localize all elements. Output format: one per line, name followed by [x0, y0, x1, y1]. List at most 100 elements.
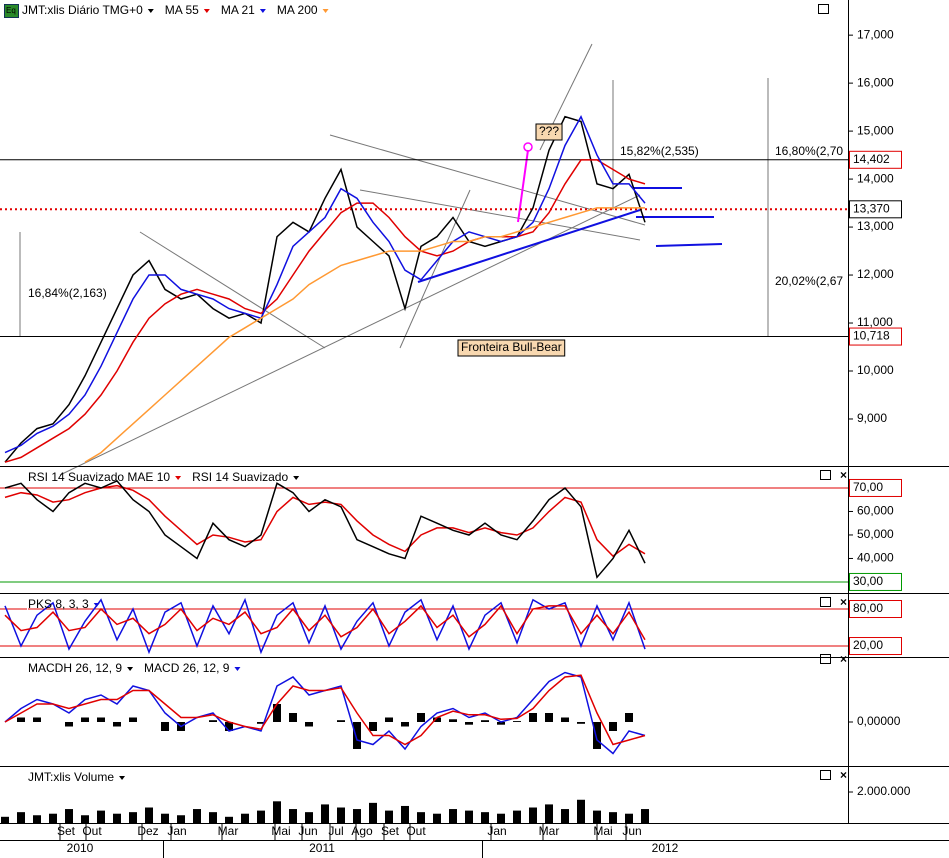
legend-bg — [27, 662, 28, 676]
bar — [161, 721, 169, 731]
x-tick-label: Mar — [539, 824, 560, 838]
bar — [561, 809, 569, 823]
bar — [17, 717, 25, 722]
series-line — [4, 115, 646, 463]
legend-bg — [143, 662, 145, 676]
y-tick-label: 17,000 — [857, 27, 894, 41]
legend-bg — [275, 4, 277, 18]
dropdown-arrow — [119, 776, 126, 780]
dropdown-arrow — [322, 9, 329, 13]
bar — [641, 809, 649, 823]
bar — [145, 807, 153, 823]
bar — [401, 721, 409, 727]
bar — [193, 809, 201, 823]
level-label: 20,00 — [853, 638, 883, 652]
bar — [449, 719, 457, 722]
svg-text:×: × — [840, 468, 847, 482]
year-label: 2011 — [309, 841, 335, 855]
legend-entry: PKS 8, 3, 3 — [28, 597, 89, 611]
legend-entry: RSI 14 Suavizado MAE 10 — [28, 470, 170, 484]
annotation-box — [535, 123, 563, 141]
level-box — [849, 637, 902, 656]
legend-bg — [163, 4, 165, 18]
bar — [433, 813, 441, 823]
bar — [449, 809, 457, 823]
svg-text:×: × — [840, 595, 847, 609]
bar — [81, 815, 89, 823]
dropdown-arrow — [147, 9, 154, 13]
bar — [353, 721, 361, 749]
bar — [289, 809, 297, 823]
bar — [513, 721, 521, 722]
y-tick-label: 12,000 — [857, 267, 894, 281]
level-label: 70,00 — [853, 480, 883, 494]
bar — [529, 807, 537, 823]
bar — [289, 712, 297, 722]
bar — [609, 721, 617, 731]
dropdown-arrow — [93, 603, 100, 607]
y-tick-label: 0,00000 — [857, 714, 901, 728]
series-line — [4, 674, 646, 746]
annotation: 16,84%(2,163) — [28, 286, 107, 300]
bar — [209, 812, 217, 823]
bar — [33, 717, 41, 722]
bar — [241, 813, 249, 823]
bar — [593, 721, 601, 749]
bar — [81, 717, 89, 722]
bar — [497, 813, 505, 823]
bar — [513, 810, 521, 823]
bar — [577, 799, 585, 823]
x-tick-label: Jul — [328, 824, 343, 838]
bar — [481, 720, 489, 722]
bar — [65, 721, 73, 727]
bar — [305, 812, 313, 823]
x-tick-label: Out — [406, 824, 426, 838]
bar — [225, 816, 233, 823]
x-tick-label: Jun — [298, 824, 317, 838]
svg-text:×: × — [840, 768, 847, 782]
bar — [625, 712, 633, 722]
annotation: 15,82%(2,535) — [620, 144, 699, 158]
bar — [113, 813, 121, 823]
legend-entry: MA 21 — [221, 3, 255, 17]
svg-text:×: × — [840, 652, 847, 666]
bar — [545, 712, 553, 722]
bar — [481, 812, 489, 823]
bar — [97, 810, 105, 823]
bar — [49, 813, 57, 823]
x-tick-label: Mar — [218, 824, 239, 838]
legend-bg — [21, 4, 22, 18]
bar — [129, 717, 137, 722]
x-tick-label: Ago — [351, 824, 373, 838]
level-label: 13,370 — [853, 201, 890, 215]
bar — [97, 717, 105, 722]
bar — [353, 809, 361, 823]
x-tick-label: Mai — [593, 824, 612, 838]
bar — [433, 717, 441, 722]
bar — [529, 712, 537, 722]
bar — [401, 805, 409, 823]
legend-entry: MA 200 — [277, 3, 318, 17]
bar — [385, 717, 393, 722]
annotation: 16,80%(2,70 — [775, 144, 843, 158]
level-box — [849, 150, 902, 169]
annotation-box — [457, 339, 566, 357]
bar — [33, 815, 41, 823]
dropdown-arrow — [203, 9, 210, 13]
bar — [273, 703, 281, 722]
y-tick-label: 9,000 — [857, 411, 887, 425]
svg-text:Eq: Eq — [6, 6, 16, 15]
bar — [465, 810, 473, 823]
bar — [161, 813, 169, 823]
level-label: 30,00 — [853, 574, 883, 588]
bar — [257, 721, 265, 724]
y-tick-label: 13,000 — [857, 219, 894, 233]
bar — [337, 720, 345, 722]
series-line — [4, 114, 646, 454]
series-line — [4, 479, 646, 579]
dropdown-arrow — [293, 476, 300, 480]
x-tick-label: Set — [381, 824, 400, 838]
bar — [465, 721, 473, 725]
